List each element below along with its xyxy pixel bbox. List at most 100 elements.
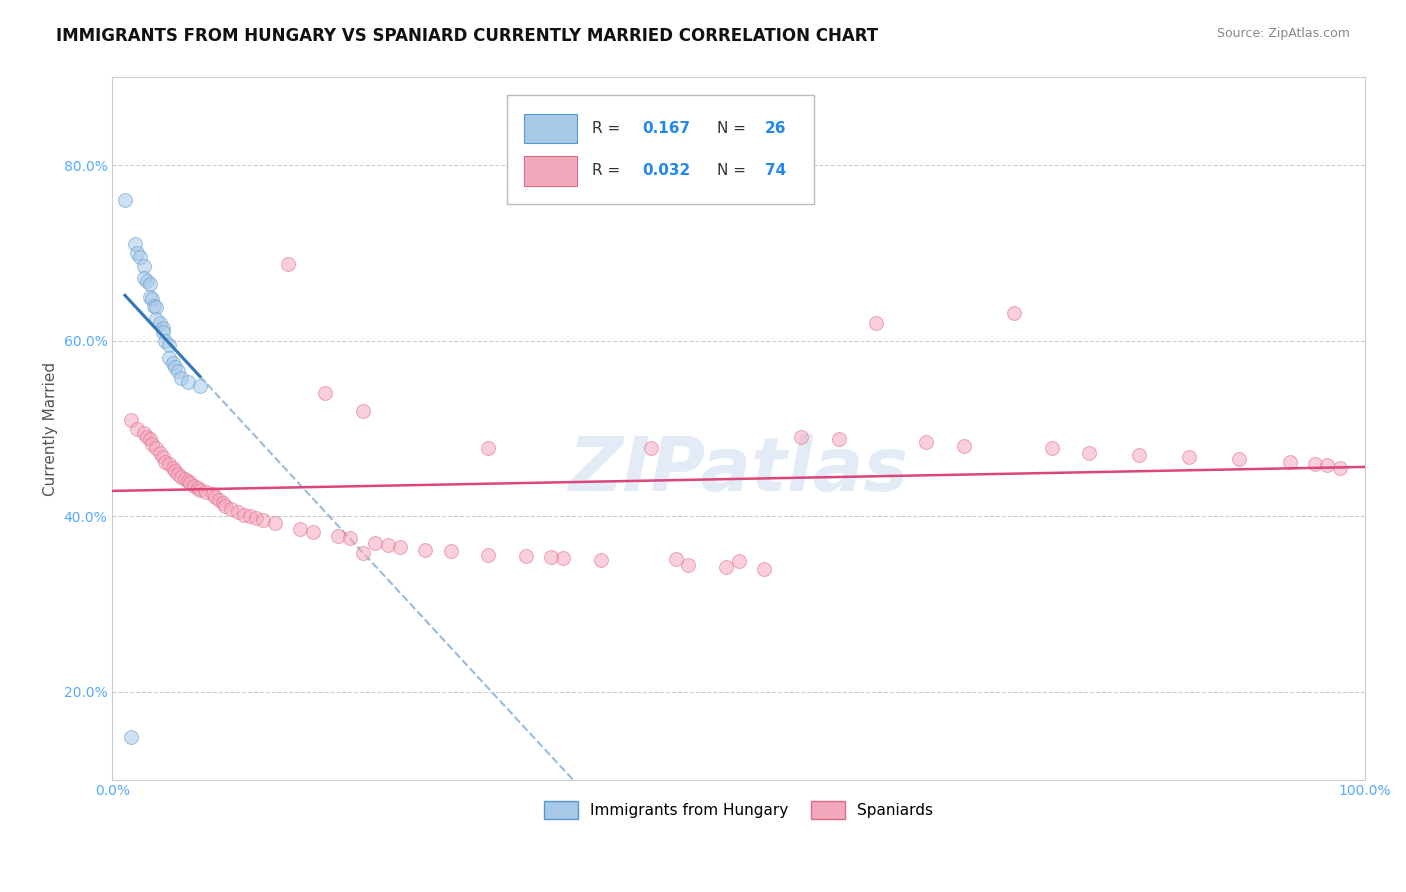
Legend: Immigrants from Hungary, Spaniards: Immigrants from Hungary, Spaniards bbox=[538, 795, 939, 824]
Point bbox=[166, 467, 188, 482]
Point bbox=[136, 274, 159, 288]
Point bbox=[1002, 306, 1025, 320]
Point bbox=[1316, 458, 1339, 473]
Point bbox=[142, 299, 165, 313]
Point bbox=[665, 552, 688, 566]
Point bbox=[277, 256, 299, 270]
Point bbox=[201, 487, 224, 501]
Text: R =: R = bbox=[592, 121, 620, 136]
Point bbox=[120, 413, 142, 427]
Point bbox=[790, 430, 813, 444]
Point bbox=[145, 301, 167, 315]
Point bbox=[162, 461, 184, 475]
Point bbox=[1040, 441, 1063, 455]
Point bbox=[149, 446, 172, 460]
Point bbox=[239, 509, 262, 524]
Point bbox=[132, 425, 155, 440]
Point bbox=[589, 553, 612, 567]
Point bbox=[152, 325, 174, 339]
Point bbox=[339, 531, 361, 545]
Point bbox=[120, 731, 142, 745]
Point bbox=[221, 502, 243, 516]
Point bbox=[290, 523, 312, 537]
Text: N =: N = bbox=[717, 121, 747, 136]
Point bbox=[176, 375, 198, 389]
Point bbox=[752, 562, 775, 576]
Point bbox=[1278, 455, 1301, 469]
Point bbox=[162, 356, 184, 370]
Text: 74: 74 bbox=[765, 163, 786, 178]
Point bbox=[211, 496, 233, 510]
Point bbox=[540, 549, 562, 564]
Point bbox=[214, 499, 236, 513]
Point bbox=[727, 554, 749, 568]
Point bbox=[153, 455, 176, 469]
Point bbox=[640, 441, 662, 455]
Point bbox=[1229, 452, 1251, 467]
Point bbox=[136, 430, 159, 444]
Text: IMMIGRANTS FROM HUNGARY VS SPANIARD CURRENTLY MARRIED CORRELATION CHART: IMMIGRANTS FROM HUNGARY VS SPANIARD CURR… bbox=[56, 27, 879, 45]
Point bbox=[145, 441, 167, 455]
Point bbox=[176, 474, 198, 488]
Point bbox=[226, 505, 249, 519]
Point bbox=[828, 432, 851, 446]
Point bbox=[153, 334, 176, 348]
Point bbox=[141, 292, 163, 306]
Point bbox=[174, 472, 197, 486]
Text: 0.167: 0.167 bbox=[643, 121, 690, 136]
Text: 26: 26 bbox=[765, 121, 786, 136]
Point bbox=[127, 421, 149, 435]
Point bbox=[389, 540, 412, 554]
Text: Source: ZipAtlas.com: Source: ZipAtlas.com bbox=[1216, 27, 1350, 40]
Point bbox=[188, 379, 211, 393]
Point bbox=[678, 558, 700, 572]
Point bbox=[163, 360, 186, 375]
Point bbox=[439, 544, 461, 558]
Point bbox=[139, 277, 162, 291]
Point bbox=[208, 493, 231, 508]
Point bbox=[195, 484, 218, 499]
Point bbox=[183, 478, 205, 492]
FancyBboxPatch shape bbox=[508, 95, 814, 204]
Point bbox=[132, 270, 155, 285]
Point bbox=[352, 404, 374, 418]
Point bbox=[477, 441, 499, 455]
Text: R =: R = bbox=[592, 163, 620, 178]
Point bbox=[149, 316, 172, 330]
Point bbox=[252, 513, 274, 527]
Point bbox=[477, 548, 499, 562]
Point bbox=[1128, 448, 1150, 462]
Point bbox=[132, 259, 155, 273]
Point bbox=[124, 237, 146, 252]
Point bbox=[1303, 457, 1326, 471]
Point bbox=[139, 290, 162, 304]
Point bbox=[232, 508, 254, 522]
Point bbox=[152, 320, 174, 334]
Point bbox=[364, 535, 387, 549]
Point bbox=[301, 525, 323, 540]
Point bbox=[157, 351, 180, 366]
Point bbox=[865, 316, 887, 330]
Point bbox=[166, 364, 188, 378]
Point bbox=[953, 439, 976, 453]
Text: N =: N = bbox=[717, 163, 747, 178]
Point bbox=[157, 457, 180, 471]
Point bbox=[145, 311, 167, 326]
Bar bbox=[524, 156, 576, 186]
Point bbox=[152, 450, 174, 464]
Point bbox=[129, 251, 152, 265]
Point bbox=[187, 481, 209, 495]
Point bbox=[127, 246, 149, 260]
Point bbox=[264, 516, 287, 531]
Point bbox=[1178, 450, 1201, 464]
Point bbox=[114, 194, 136, 208]
Point bbox=[179, 475, 201, 490]
Point bbox=[188, 483, 211, 497]
Point bbox=[163, 464, 186, 478]
Point bbox=[141, 437, 163, 451]
Text: 0.032: 0.032 bbox=[643, 163, 690, 178]
Point bbox=[377, 538, 399, 552]
Y-axis label: Currently Married: Currently Married bbox=[44, 361, 58, 496]
Point bbox=[553, 551, 575, 566]
Point bbox=[714, 560, 737, 574]
